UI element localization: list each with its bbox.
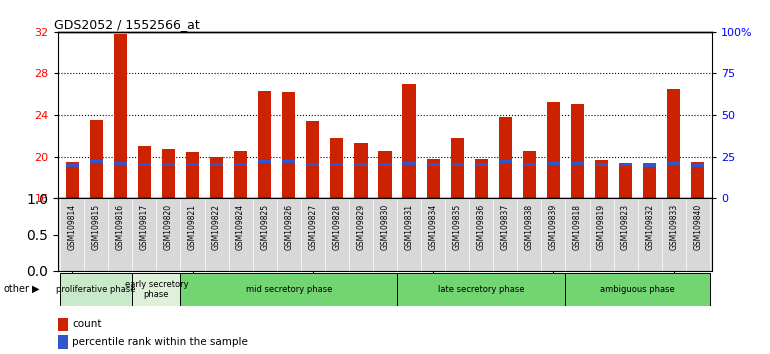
Bar xyxy=(595,160,608,198)
Bar xyxy=(643,167,656,198)
Text: mid secretory phase: mid secretory phase xyxy=(246,285,332,294)
Bar xyxy=(114,34,127,198)
FancyBboxPatch shape xyxy=(397,273,565,306)
Bar xyxy=(186,153,199,198)
Text: GSM109840: GSM109840 xyxy=(693,204,702,250)
Text: GSM109834: GSM109834 xyxy=(429,204,437,250)
Text: GSM109832: GSM109832 xyxy=(645,204,654,250)
Text: GSM109838: GSM109838 xyxy=(525,204,534,250)
Text: GSM109833: GSM109833 xyxy=(669,204,678,250)
Bar xyxy=(89,120,103,198)
Bar xyxy=(403,162,416,165)
Bar xyxy=(523,163,536,166)
Bar xyxy=(619,163,632,166)
Bar xyxy=(547,102,560,198)
Text: GSM109818: GSM109818 xyxy=(573,204,582,250)
Bar xyxy=(691,162,705,198)
Bar xyxy=(547,162,560,165)
Text: GSM109831: GSM109831 xyxy=(404,204,413,250)
Bar xyxy=(523,152,536,198)
Text: GSM109824: GSM109824 xyxy=(236,204,245,250)
Bar xyxy=(474,159,488,198)
Bar xyxy=(282,160,296,164)
Bar xyxy=(427,163,440,166)
Bar xyxy=(306,163,320,166)
Bar xyxy=(595,163,608,166)
Text: GSM109829: GSM109829 xyxy=(357,204,366,250)
Bar xyxy=(571,162,584,165)
Bar xyxy=(474,163,488,166)
Text: GSM109815: GSM109815 xyxy=(92,204,101,250)
Bar xyxy=(450,138,464,198)
Bar xyxy=(258,91,271,198)
Text: GSM109814: GSM109814 xyxy=(68,204,77,250)
Text: GSM109822: GSM109822 xyxy=(212,204,221,250)
Text: proliferative phase: proliferative phase xyxy=(56,285,136,294)
Text: GSM109835: GSM109835 xyxy=(453,204,462,250)
Bar xyxy=(65,164,79,166)
Text: GSM109816: GSM109816 xyxy=(116,204,125,250)
Text: GSM109823: GSM109823 xyxy=(621,204,630,250)
Text: GDS2052 / 1552566_at: GDS2052 / 1552566_at xyxy=(55,18,200,31)
Bar xyxy=(450,163,464,166)
Text: percentile rank within the sample: percentile rank within the sample xyxy=(72,337,248,347)
Bar xyxy=(138,163,151,166)
Bar xyxy=(306,121,320,198)
FancyBboxPatch shape xyxy=(565,273,710,306)
Bar xyxy=(499,160,512,164)
Bar xyxy=(282,92,296,198)
Text: GSM109825: GSM109825 xyxy=(260,204,269,250)
Bar xyxy=(571,104,584,198)
Text: ambiguous phase: ambiguous phase xyxy=(601,285,675,294)
Bar xyxy=(330,163,343,166)
FancyBboxPatch shape xyxy=(180,273,397,306)
Bar xyxy=(499,117,512,198)
Text: GSM109830: GSM109830 xyxy=(380,204,390,250)
FancyBboxPatch shape xyxy=(132,273,180,306)
Bar xyxy=(378,163,392,166)
Bar xyxy=(427,159,440,198)
Bar xyxy=(114,162,127,165)
Text: early secretory
phase: early secretory phase xyxy=(125,280,188,299)
Bar xyxy=(330,138,343,198)
Bar xyxy=(258,160,271,164)
Text: late secretory phase: late secretory phase xyxy=(438,285,524,294)
Text: ▶: ▶ xyxy=(32,284,40,294)
Bar xyxy=(210,163,223,166)
Bar xyxy=(643,164,656,166)
Bar xyxy=(354,163,367,166)
Bar xyxy=(667,162,681,165)
Text: other: other xyxy=(3,284,29,294)
Text: GSM109828: GSM109828 xyxy=(333,204,341,250)
Bar xyxy=(138,146,151,198)
Bar xyxy=(65,162,79,198)
Bar xyxy=(210,156,223,198)
Bar xyxy=(378,152,392,198)
Text: GSM109826: GSM109826 xyxy=(284,204,293,250)
Bar xyxy=(89,160,103,164)
Text: GSM109827: GSM109827 xyxy=(308,204,317,250)
Bar xyxy=(162,163,175,166)
Text: GSM109817: GSM109817 xyxy=(140,204,149,250)
Bar xyxy=(691,164,705,166)
Text: GSM109837: GSM109837 xyxy=(500,204,510,250)
Bar xyxy=(667,89,681,198)
Text: count: count xyxy=(72,319,102,329)
Bar xyxy=(58,335,68,349)
Text: GSM109821: GSM109821 xyxy=(188,204,197,250)
Bar xyxy=(354,143,367,198)
Text: GSM109819: GSM109819 xyxy=(597,204,606,250)
Bar xyxy=(403,84,416,198)
Bar xyxy=(186,163,199,166)
Bar xyxy=(234,163,247,166)
Bar xyxy=(234,152,247,198)
Bar xyxy=(162,149,175,198)
Text: GSM109839: GSM109839 xyxy=(549,204,558,250)
Text: GSM109820: GSM109820 xyxy=(164,204,173,250)
Bar xyxy=(619,164,632,198)
Text: GSM109836: GSM109836 xyxy=(477,204,486,250)
Bar xyxy=(58,318,68,331)
FancyBboxPatch shape xyxy=(60,273,132,306)
